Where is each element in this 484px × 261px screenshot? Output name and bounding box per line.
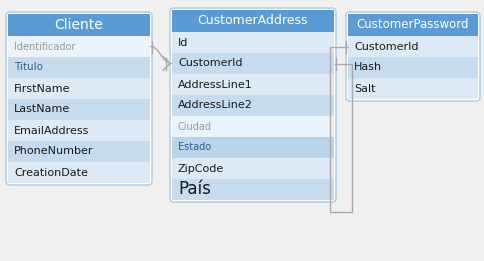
PathPatch shape [345, 12, 479, 101]
Bar [172, 74, 333, 95]
Bar [8, 78, 150, 99]
Bar [172, 179, 333, 200]
PathPatch shape [170, 8, 335, 202]
Bar [172, 53, 333, 74]
Bar [348, 14, 477, 36]
Bar [8, 57, 150, 78]
Text: EmailAddress: EmailAddress [14, 126, 89, 135]
Text: CustomerPassword: CustomerPassword [356, 19, 469, 32]
PathPatch shape [6, 12, 151, 185]
Text: Hash: Hash [353, 62, 381, 73]
Text: Salt: Salt [353, 84, 375, 93]
Text: CustomerId: CustomerId [353, 41, 418, 51]
Text: Id: Id [178, 38, 188, 48]
Bar [172, 10, 333, 32]
Text: PhoneNumber: PhoneNumber [14, 146, 93, 157]
Text: País: País [178, 181, 211, 199]
Bar [8, 99, 150, 120]
Text: LastName: LastName [14, 104, 70, 115]
Bar [172, 95, 333, 116]
Text: AddressLine2: AddressLine2 [178, 100, 252, 110]
Bar [8, 36, 150, 57]
Text: CustomerAddress: CustomerAddress [197, 15, 308, 27]
Text: Identificador: Identificador [14, 41, 75, 51]
Text: Ciudad: Ciudad [178, 122, 212, 132]
Text: CustomerId: CustomerId [178, 58, 242, 68]
Bar [348, 57, 477, 78]
Bar [172, 137, 333, 158]
Bar [348, 78, 477, 99]
Bar [8, 120, 150, 141]
Bar [8, 162, 150, 183]
Text: ZipCode: ZipCode [178, 163, 224, 174]
Bar [8, 14, 150, 36]
Bar [8, 141, 150, 162]
Text: Titulo: Titulo [14, 62, 43, 73]
Bar [172, 158, 333, 179]
Bar [172, 116, 333, 137]
Text: FirstName: FirstName [14, 84, 70, 93]
Text: Estado: Estado [178, 143, 211, 152]
Bar [172, 32, 333, 53]
Text: Cliente: Cliente [55, 18, 103, 32]
Bar [348, 36, 477, 57]
Text: CreationDate: CreationDate [14, 168, 88, 177]
Text: AddressLine1: AddressLine1 [178, 80, 252, 90]
